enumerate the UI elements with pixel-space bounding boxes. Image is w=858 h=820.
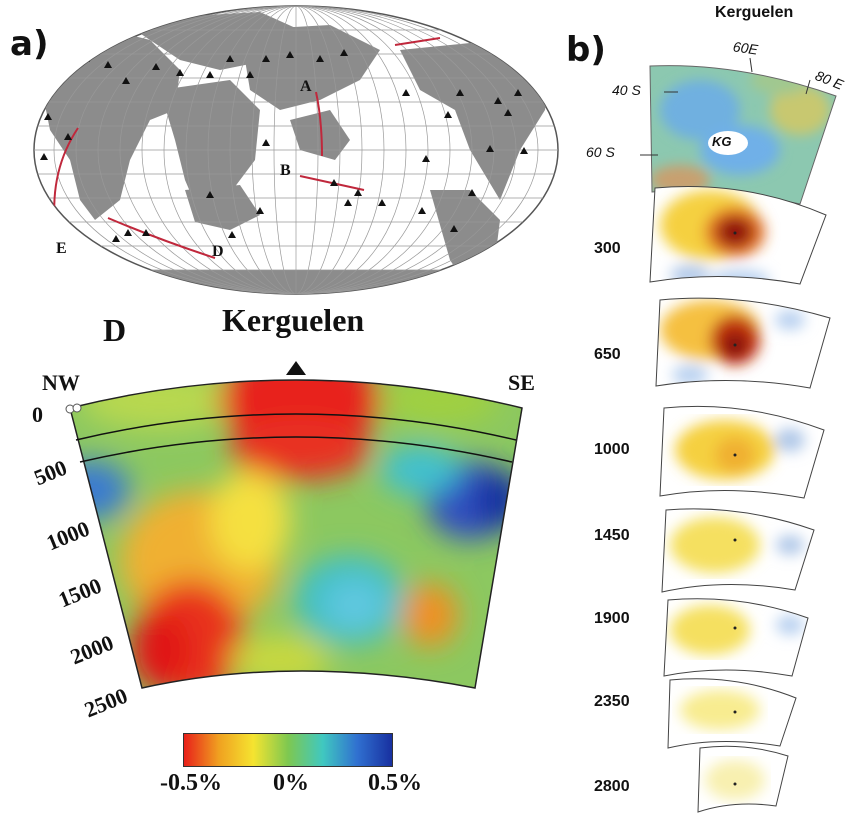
graticule <box>34 6 558 294</box>
colorbar <box>183 733 393 767</box>
section-profile-label: D <box>103 312 127 348</box>
profile-label-b: B <box>280 162 291 179</box>
panel-a-label: a) <box>10 24 49 64</box>
site-label-kg: KG <box>712 134 732 149</box>
transition-zone-410 <box>75 413 517 441</box>
colorbar-tick-max: 0.5% <box>368 770 422 796</box>
profile-label-e: E <box>56 240 67 257</box>
hotspot-markers <box>40 49 528 242</box>
colorbar-tick-zero: 0% <box>273 770 309 796</box>
panel-b-label: b) <box>566 30 606 70</box>
profile-label-a: A <box>300 78 312 95</box>
lat-label-60s: 60 S <box>586 144 615 160</box>
section-right-end: SE <box>508 370 535 395</box>
slice-depth-2800: 2800 <box>594 778 630 795</box>
slice-depth-1000: 1000 <box>594 441 630 458</box>
lat-label-40s: 40 S <box>612 82 641 98</box>
section-left-end: NW <box>42 370 80 395</box>
panel-b-title: Kerguelen <box>715 4 794 21</box>
slice-depth-300: 300 <box>594 240 621 257</box>
section-title: Kerguelen <box>222 302 365 338</box>
hotspot-marker-icon <box>286 361 306 375</box>
slice-depth-1450: 1450 <box>594 527 630 544</box>
transition-zone-660 <box>79 436 513 463</box>
slice-depth-650: 650 <box>594 346 621 363</box>
profile-label-d: D <box>212 243 224 260</box>
slice-depth-1900: 1900 <box>594 610 630 627</box>
depth-tick-0: 0 <box>32 402 43 427</box>
slice-depth-2350: 2350 <box>594 693 630 710</box>
colorbar-tick-min: -0.5% <box>160 770 222 796</box>
